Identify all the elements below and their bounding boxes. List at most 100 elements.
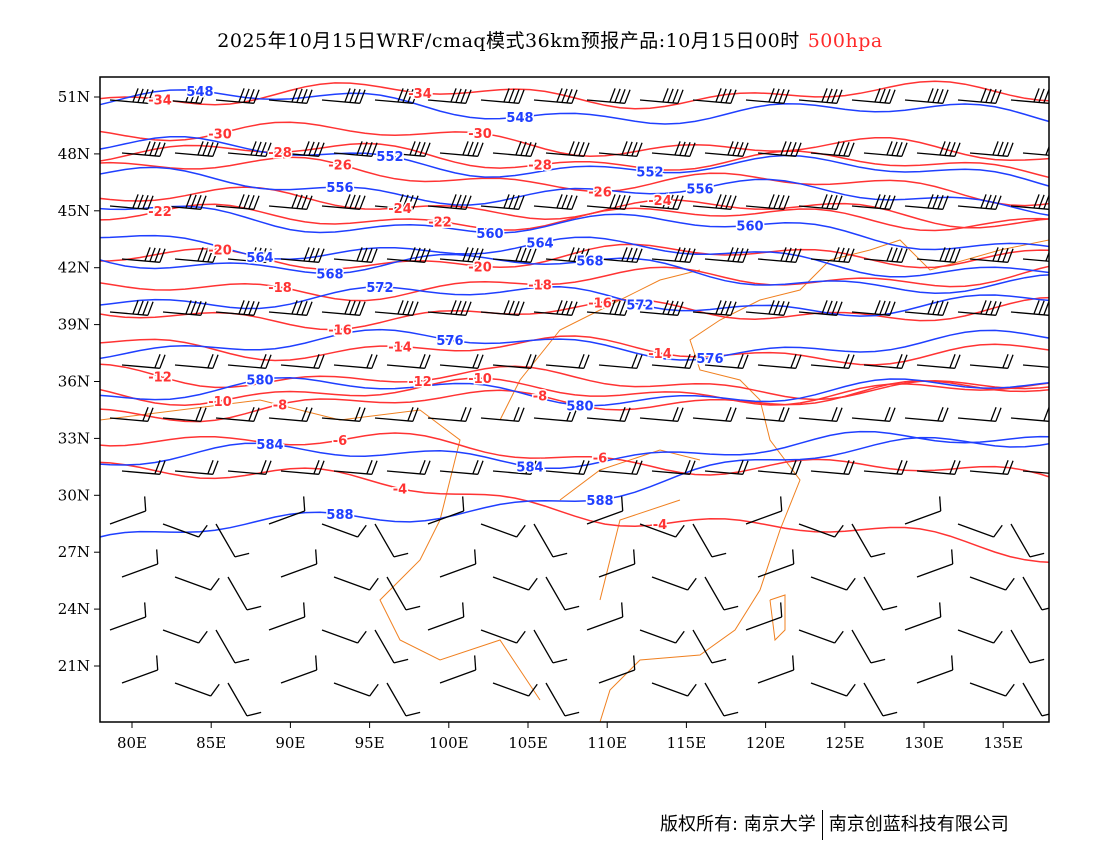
isotherm-label: -22	[428, 215, 452, 230]
wind-barb	[374, 629, 409, 664]
wind-barb	[121, 655, 159, 684]
wind-barb	[280, 549, 318, 578]
wind-barb	[957, 194, 1002, 210]
wind-barb	[333, 460, 378, 475]
wind-barb	[492, 460, 537, 475]
wind-barb	[745, 496, 783, 525]
wind-barb	[851, 407, 896, 422]
wind-barb	[109, 300, 154, 316]
wind-barb	[598, 141, 643, 157]
wind-barb	[1022, 247, 1049, 263]
height-contour-label: 580	[566, 399, 593, 414]
wind-barb	[810, 354, 855, 369]
height-contours	[100, 89, 1049, 538]
wind-barb	[863, 576, 898, 611]
wind-barb	[757, 655, 795, 684]
lat-tick-label: 33N	[58, 429, 90, 447]
wind-barb	[121, 141, 166, 157]
height-contour	[100, 436, 1049, 538]
height-contour-label: 552	[376, 150, 403, 165]
wind-barb	[162, 629, 208, 644]
isotherm-label: -8	[273, 398, 287, 413]
wind-barb	[215, 300, 260, 316]
wind-barb	[321, 88, 366, 104]
wind-barb	[757, 549, 795, 578]
height-contour	[100, 328, 1049, 361]
height-contour	[100, 234, 1049, 278]
wind-barb	[692, 88, 737, 104]
wind-barb	[704, 576, 739, 611]
isotherm-label: -12	[148, 370, 172, 385]
height-contour-label: 580	[246, 374, 273, 389]
wind-barb	[333, 141, 378, 157]
height-contour	[100, 253, 1049, 295]
wind-barb	[904, 88, 949, 104]
wind-barb	[333, 682, 379, 697]
height-contour	[100, 286, 1049, 317]
wind-barb	[109, 496, 147, 525]
wind-barb	[280, 141, 325, 157]
wind-barb	[598, 460, 643, 475]
wind-barb	[598, 655, 636, 684]
wind-barb	[480, 629, 526, 644]
height-contour-label: 584	[256, 438, 283, 453]
wind-barb	[904, 407, 949, 422]
wind-barb	[916, 354, 961, 369]
wind-barb	[1010, 523, 1045, 558]
wind-barb	[916, 655, 954, 684]
wind-barb	[109, 602, 147, 631]
footer-divider	[821, 810, 823, 840]
wind-barb	[692, 300, 737, 316]
wind-barb	[321, 407, 366, 422]
wind-barb	[798, 629, 844, 644]
wind-barb	[333, 354, 378, 369]
wind-barb	[227, 682, 262, 717]
wind-barb	[545, 141, 590, 157]
wind-barb	[480, 194, 525, 210]
wind-barb	[745, 407, 790, 422]
lon-tick-label: 85E	[196, 734, 226, 752]
height-contour-label: 588	[326, 508, 353, 523]
height-contour-label: 560	[476, 227, 503, 242]
lon-tick-label: 130E	[904, 734, 944, 752]
wind-barb	[745, 602, 783, 631]
wind-barb	[969, 682, 1015, 697]
lat-tick-label: 51N	[58, 88, 90, 106]
isotherm-label: -4	[393, 483, 407, 498]
wind-barb	[586, 194, 631, 210]
wind-barb	[545, 682, 580, 717]
wind-barb	[374, 407, 419, 422]
wind-barb	[386, 460, 431, 475]
wind-barb	[227, 354, 272, 369]
lon-tick-label: 80E	[117, 734, 147, 752]
height-contour-label: 548	[506, 111, 533, 126]
wind-barb	[692, 194, 737, 210]
plot-frame	[99, 76, 1050, 723]
wind-barb	[280, 460, 325, 475]
wind-barb	[863, 247, 908, 263]
height-contour	[100, 377, 1049, 407]
wind-barb	[798, 194, 843, 210]
wind-barb	[1010, 407, 1049, 422]
wind-barb	[651, 141, 696, 157]
isotherm-label: -18	[268, 281, 292, 296]
wind-barb	[321, 523, 367, 538]
wind-barb	[480, 300, 525, 316]
lat-tick-label: 24N	[58, 600, 90, 618]
wind-barb	[480, 88, 525, 104]
height-contour	[100, 205, 1049, 251]
wind-barb	[704, 460, 749, 475]
lon-tick-label: 110E	[587, 734, 627, 752]
wind-barb	[851, 629, 886, 664]
wind-barb	[386, 576, 421, 611]
wind-barb	[121, 247, 166, 263]
wind-barb	[268, 496, 306, 525]
wind-barb	[439, 549, 477, 578]
wind-barb	[533, 407, 578, 422]
isotherm	[100, 335, 1049, 366]
isotherm-label: -24	[388, 202, 412, 217]
wind-barb	[162, 88, 207, 104]
wind-barb	[651, 682, 697, 697]
wind-barb	[215, 194, 260, 210]
